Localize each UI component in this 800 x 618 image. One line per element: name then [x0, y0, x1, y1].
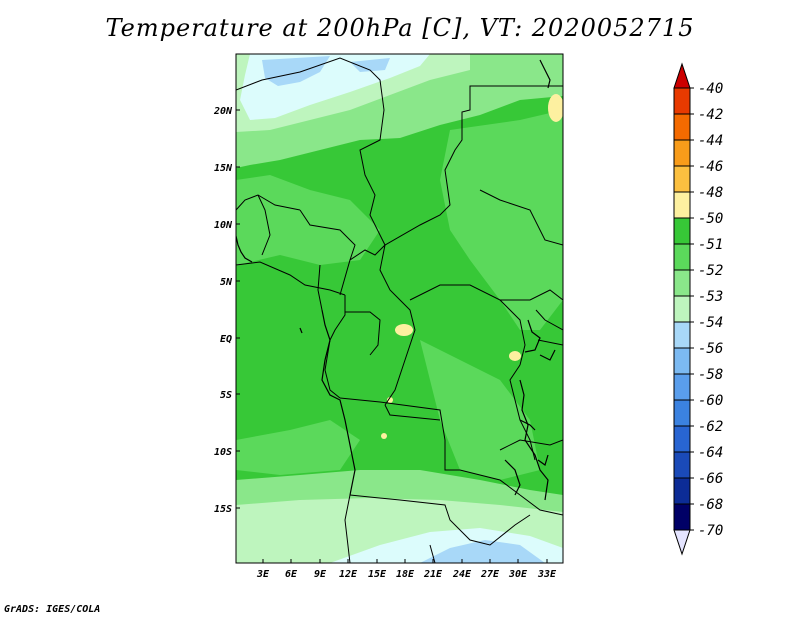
colorbar-label: -68 — [698, 497, 723, 513]
lon-label: 27E — [480, 569, 500, 580]
colorbar-segment — [673, 191, 691, 219]
colorbar-label: -56 — [698, 341, 723, 357]
field-medium-southwest — [236, 420, 360, 475]
colorbar-label: -42 — [698, 107, 723, 123]
lon-label: 3E — [256, 569, 270, 580]
lat-label: 15N — [214, 163, 233, 174]
longitude-ticks: 3E 6E 9E 12E 15E 18E 21E 24E 27E 30E 33E — [256, 559, 557, 580]
colorbar-label: -58 — [698, 367, 723, 383]
field-yellow-small1 — [387, 397, 393, 403]
lat-label: 20N — [213, 106, 233, 117]
colorbar-bottom-triangle — [673, 529, 691, 556]
temperature-field — [236, 54, 563, 563]
field-yellow-lake — [509, 351, 521, 361]
lat-label: 5N — [220, 277, 233, 288]
lat-label: 10N — [214, 220, 233, 231]
colorbar-segment — [673, 477, 691, 505]
coastlines — [236, 59, 556, 501]
lon-label: 15E — [368, 569, 387, 580]
lon-label: 24E — [452, 569, 472, 580]
plot-title: Temperature at 200hPa [C], VT: 202005271… — [105, 14, 695, 42]
colorbar-segment — [673, 113, 691, 141]
colorbar-label: -70 — [698, 523, 723, 539]
lat-label: 10S — [214, 447, 232, 458]
colorbar-label: -48 — [698, 185, 723, 201]
colorbar-segment — [673, 295, 691, 323]
lat-label: EQ — [220, 334, 232, 345]
lon-label: 33E — [537, 569, 557, 580]
colorbar-label: -44 — [698, 133, 723, 149]
colorbar-label: -64 — [698, 445, 723, 461]
credit-text: GrADS: IGES/COLA — [4, 604, 101, 615]
colorbar-label: -51 — [698, 237, 723, 253]
lon-label: 18E — [396, 569, 415, 580]
colorbar-segment — [673, 321, 691, 349]
colorbar-segment — [673, 399, 691, 427]
colorbar-label: -52 — [698, 263, 723, 279]
lat-label: 5S — [220, 390, 232, 401]
colorbar-label: -50 — [698, 211, 723, 227]
colorbar-segment — [673, 503, 691, 531]
map-frame — [235, 53, 564, 564]
lon-label: 9E — [314, 569, 327, 580]
colorbar-segment — [673, 217, 691, 245]
colorbar-label: -66 — [698, 471, 723, 487]
colorbar-segment — [673, 87, 691, 115]
colorbar-segment — [673, 425, 691, 453]
colorbar-segment — [673, 243, 691, 271]
colorbar-label: -54 — [698, 315, 723, 331]
colorbar-segment — [673, 165, 691, 193]
colorbar-top-triangle — [673, 62, 691, 89]
lon-label: 6E — [285, 569, 298, 580]
colorbar-label: -53 — [698, 289, 723, 305]
colorbar-segment — [673, 373, 691, 401]
lon-label: 12E — [339, 569, 358, 580]
lon-label: 21E — [423, 569, 443, 580]
field-blue-north2 — [350, 58, 390, 72]
lon-label: 30E — [508, 569, 528, 580]
colorbar-label: -46 — [698, 159, 723, 175]
field-yellow-ne — [548, 94, 563, 122]
colorbar-segment — [673, 139, 691, 167]
colorbar-segment — [673, 451, 691, 479]
latitude-ticks: 20N 15N 10N 5N EQ 5S 10S 15S — [213, 106, 240, 515]
colorbar-label: -40 — [698, 81, 723, 97]
colorbar-label: -62 — [698, 419, 723, 435]
field-blue-south — [420, 540, 545, 563]
colorbar: -40 -42 -44 -46 -48 -50 -51 -52 -53 -54 -56 -58 -60 -… — [673, 62, 723, 556]
lat-label: 15S — [214, 504, 232, 515]
field-medium-east — [440, 110, 563, 330]
colorbar-label: -60 — [698, 393, 723, 409]
field-yellow-small2 — [381, 433, 387, 439]
field-yellow-center — [395, 324, 413, 336]
field-blue-north — [262, 56, 330, 86]
colorbar-segment — [673, 269, 691, 297]
colorbar-segment — [673, 347, 691, 375]
field-medium-west — [236, 175, 380, 266]
